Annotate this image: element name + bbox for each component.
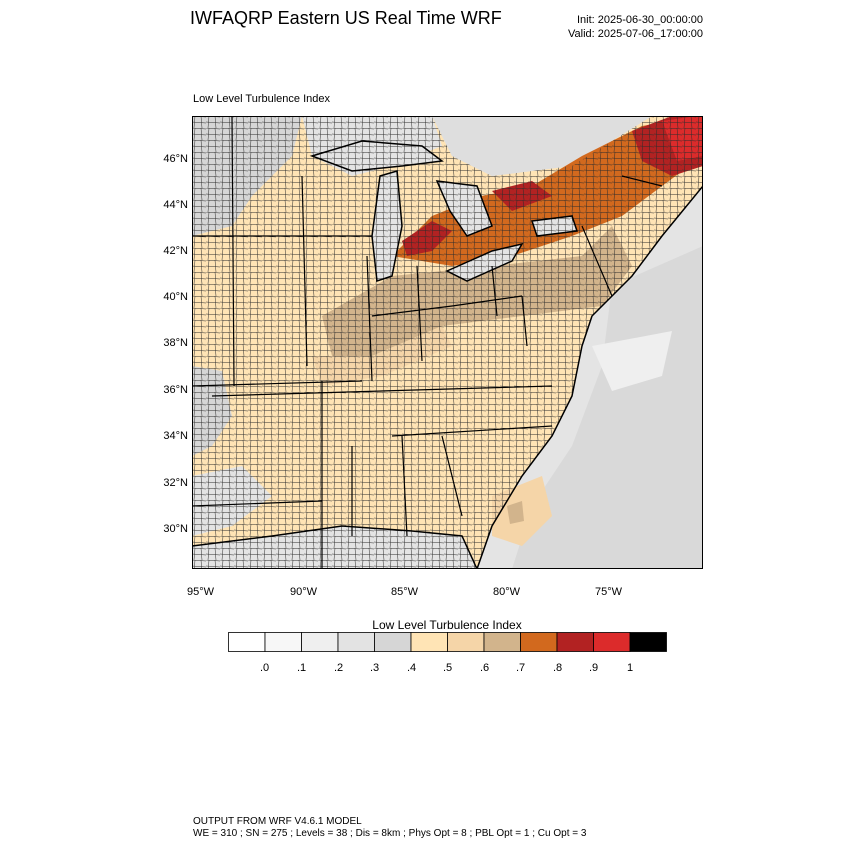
colorbar-swatch-8 [520, 632, 558, 652]
lon-label-85w: 85°W [391, 586, 419, 598]
plot-title: IWFAQRP Eastern US Real Time WRF [190, 8, 502, 28]
colorbar-tick-6: .6 [480, 662, 490, 674]
lon-label-80w: 80°W [493, 586, 521, 598]
lat-label-36n: 36°N [163, 384, 188, 396]
time-info: Init: 2025-06-30_00:00:00 Valid: 2025-07… [568, 13, 703, 41]
lat-label-32n: 32°N [163, 477, 188, 489]
map-border [192, 116, 703, 569]
offshore-tan-small [507, 501, 524, 524]
lat-label-44n: 44°N [163, 199, 188, 211]
colorbar-swatch-1 [264, 632, 302, 652]
valid-time: Valid: 2025-07-06_17:00:00 [568, 28, 703, 40]
field-label: Low Level Turbulence Index [193, 93, 330, 105]
colorbar-title: Low Level Turbulence Index [372, 618, 522, 632]
lat-label-42n: 42°N [163, 245, 188, 257]
footer-line-1: OUTPUT FROM WRF V4.6.1 MODEL [193, 816, 362, 827]
colorbar-swatch-5 [410, 632, 448, 652]
colorbar-tick-7: .7 [516, 662, 526, 674]
lon-label-95w: 95°W [187, 586, 215, 598]
colorbar-swatch-7 [483, 632, 521, 652]
footer-line-2: WE = 310 ; SN = 275 ; Levels = 38 ; Dis … [193, 828, 587, 839]
model-footer: OUTPUT FROM WRF V4.6.1 MODEL WE = 310 ; … [193, 816, 586, 840]
colorbar-tick-5: .5 [443, 662, 453, 674]
colorbar-tick-2: .2 [334, 662, 344, 674]
map-panel [188, 116, 703, 569]
colorbar-tick-3: .3 [370, 662, 380, 674]
lat-label-38n: 38°N [163, 337, 188, 349]
colorbar-swatch-6 [447, 632, 485, 652]
canada-gray [432, 116, 652, 176]
lat-label-40n: 40°N [163, 291, 188, 303]
county-lines [192, 116, 703, 569]
lon-label-75w: 75°W [595, 586, 623, 598]
colorbar-swatch-10 [593, 632, 631, 652]
offshore-light-patch [592, 331, 672, 391]
lon-label-90w: 90°W [290, 586, 318, 598]
colorbar-swatch-3 [337, 632, 375, 652]
coastlines [192, 140, 703, 569]
colorbar-tick-10: 1 [627, 662, 634, 674]
colorbar-swatch-0 [228, 632, 266, 652]
state-boundaries [192, 116, 663, 569]
turbulence-map [188, 116, 703, 569]
colorbar-tick-0: .0 [260, 662, 270, 674]
colorbar-tick-4: .4 [407, 662, 417, 674]
lat-label-46n: 46°N [163, 153, 188, 165]
lat-label-34n: 34°N [163, 430, 188, 442]
lat-label-30n: 30°N [163, 523, 188, 535]
colorbar-swatch-11 [629, 632, 667, 652]
colorbar-tick-1: .1 [297, 662, 307, 674]
colorbar-tick-8: .8 [553, 662, 563, 674]
atlantic-light [512, 246, 703, 569]
init-time: Init: 2025-06-30_00:00:00 [577, 14, 703, 26]
colorbar-swatch-2 [301, 632, 339, 652]
colorbar [228, 632, 667, 652]
colorbar-swatch-4 [374, 632, 412, 652]
colorbar-tick-9: .9 [589, 662, 599, 674]
colorbar-swatch-9 [556, 632, 594, 652]
